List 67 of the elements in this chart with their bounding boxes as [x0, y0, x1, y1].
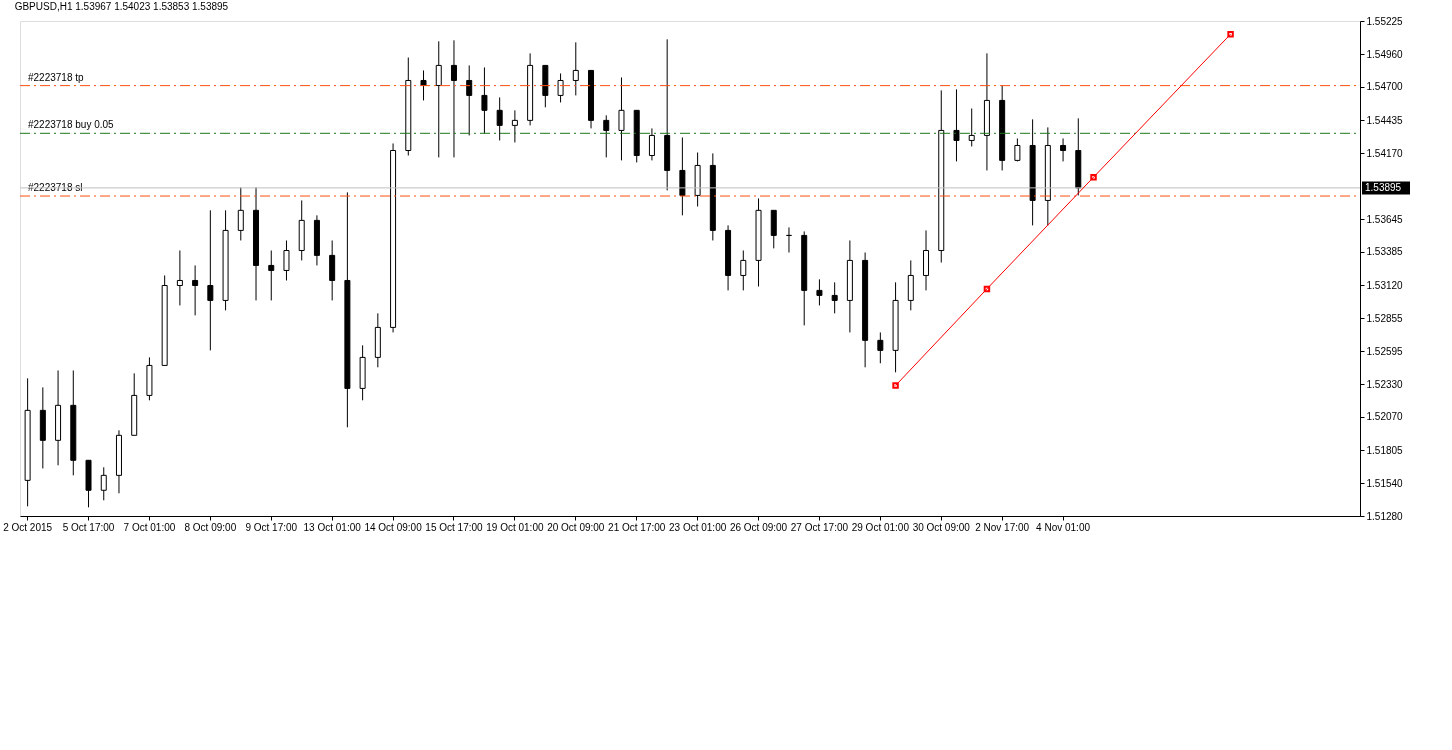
y-tick-label: 1.55225: [1366, 15, 1404, 27]
candlestick: [831, 281, 838, 314]
candlestick: [496, 96, 503, 141]
candlestick: [450, 39, 457, 158]
y-tick-label: 1.54170: [1366, 147, 1404, 159]
candlestick: [237, 186, 244, 241]
candlestick: [648, 127, 655, 161]
y-tick-label: 1.53645: [1366, 213, 1404, 225]
ref-line-label: #2223718 tp: [28, 71, 85, 83]
candlestick: [618, 76, 625, 161]
x-tick-label: 2 Oct 2015: [3, 521, 53, 533]
y-tick-label: 1.52070: [1366, 411, 1404, 423]
candlestick: [176, 249, 183, 306]
x-tick-label: 8 Oct 09:00: [184, 521, 237, 533]
candlestick: [816, 278, 823, 306]
x-tick-label: 30 Oct 09:00: [912, 521, 971, 533]
x-tick-label: 20 Oct 09:00: [547, 521, 605, 533]
candlestick: [603, 114, 610, 158]
candlestick: [953, 88, 960, 162]
point: [1090, 173, 1097, 181]
x-tick-label: 4 Nov 01:00: [1036, 521, 1091, 533]
y-tick-label: 1.53120: [1366, 279, 1404, 291]
x-tick-label: 2 Nov 17:00: [975, 521, 1030, 533]
candlestick: [877, 331, 884, 364]
y-tick-label: 1.52855: [1366, 312, 1404, 324]
y-tick-label: 1.53385: [1366, 246, 1404, 258]
x-tick-label: 21 Oct 17:00: [608, 521, 666, 533]
x-tick-label: 19 Oct 01:00: [486, 521, 544, 533]
ref-line-label: 1.53895: [1365, 181, 1402, 193]
x-tick-label: 26 Oct 09:00: [729, 521, 788, 533]
ref-line-label: #2223718 sl: [28, 182, 83, 194]
point: [892, 382, 899, 389]
candlestick: [207, 209, 214, 351]
x-tick-label: 29 Oct 01:00: [851, 521, 910, 533]
x-tick-label: 9 Oct 17:00: [245, 521, 298, 533]
y-tick-label: 1.52595: [1366, 345, 1404, 357]
candlestick: [268, 249, 275, 301]
y-tick-label: 1.51280: [1366, 510, 1404, 522]
chart-title: GBPUSD,H1 1.53967 1.54023 1.53853 1.53895: [14, 1, 229, 12]
candlestick: [740, 249, 747, 291]
y-tick-label: 1.51540: [1366, 477, 1404, 489]
x-tick-label: 27 Oct 17:00: [790, 521, 849, 533]
candlestick: [572, 41, 579, 96]
y-tick-label: 1.54435: [1366, 114, 1404, 126]
candlestick: [100, 466, 107, 501]
candlestick: [283, 239, 290, 281]
candlestick: [466, 64, 473, 136]
x-tick-label: 23 Oct 01:00: [668, 521, 727, 533]
x-tick-label: 13 Oct 01:00: [303, 521, 362, 533]
candlestick: [420, 69, 427, 101]
x-tick-label: 7 Oct 01:00: [123, 521, 176, 533]
x-tick-label: 14 Oct 09:00: [364, 521, 423, 533]
point: [1227, 30, 1234, 38]
candlestick: [1060, 137, 1067, 162]
candlestick: [435, 40, 442, 158]
y-tick-label: 1.52330: [1366, 378, 1404, 390]
y-tick-label: 1.54700: [1366, 81, 1404, 93]
y-tick-label: 1.54960: [1366, 48, 1404, 60]
x-tick-label: 5 Oct 17:00: [62, 521, 115, 533]
ref-line-label: #2223718 buy 0.05: [28, 119, 115, 131]
candlestick: [968, 107, 975, 147]
candlestick: [481, 66, 488, 134]
candlestick: [192, 264, 199, 316]
candlestick: [511, 109, 518, 143]
candlestick: [557, 72, 564, 103]
y-tick-label: 1.51805: [1366, 444, 1404, 456]
x-tick-label: 15 Oct 17:00: [425, 521, 484, 533]
